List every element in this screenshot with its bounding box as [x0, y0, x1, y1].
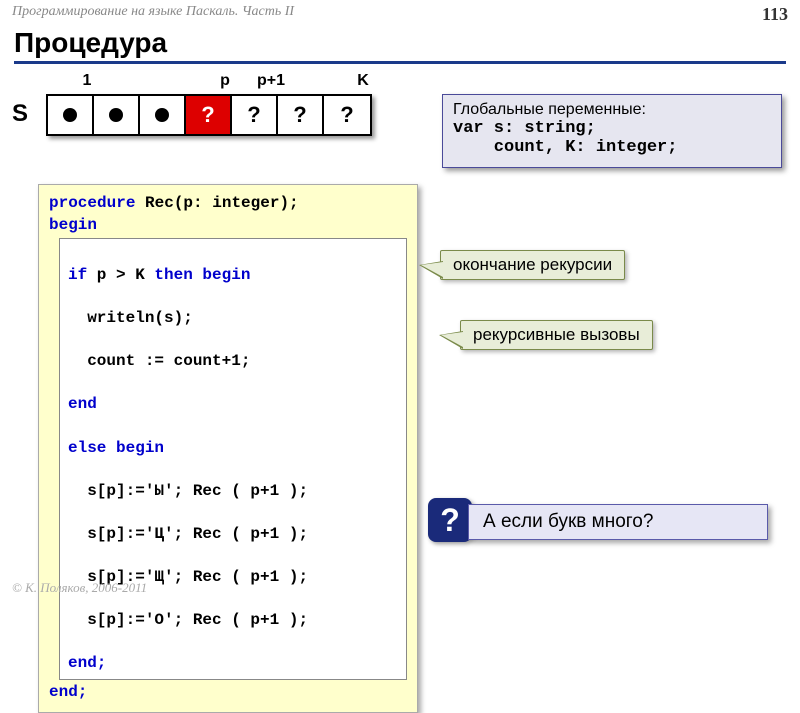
question-box: А если букв много?	[468, 504, 768, 540]
label-p: p	[202, 72, 248, 90]
cell-filled	[48, 96, 94, 134]
globals-line-1: var s: string;	[453, 119, 771, 138]
code-line: s[p]:='Ы'; Rec ( p+1 );	[68, 481, 398, 503]
code-inner: if p > K then begin writeln(s); count :=…	[59, 238, 407, 680]
label-k: K	[340, 72, 386, 90]
code-line: else begin	[68, 438, 398, 460]
array-name-s: S	[12, 100, 28, 128]
dot-icon	[63, 108, 77, 122]
cell-unknown: ?	[324, 96, 370, 134]
dot-icon	[109, 108, 123, 122]
cell-filled	[140, 96, 186, 134]
question-icon: ?	[428, 498, 472, 542]
code-line: if p > K then begin	[68, 265, 398, 287]
cell-unknown: ?	[278, 96, 324, 134]
callout-recursion-end: окончание рекурсии	[440, 250, 625, 280]
page-number: 113	[762, 4, 788, 25]
code-line: writeln(s);	[68, 308, 398, 330]
globals-heading: Глобальные переменные:	[453, 101, 771, 119]
page-title: Процедура	[14, 27, 786, 64]
slide-header: Программирование на языке Паскаль. Часть…	[0, 0, 800, 27]
copyright-footer: © К. Поляков, 2006-2011	[12, 580, 147, 596]
code-line: end;	[68, 653, 398, 675]
globals-box: Глобальные переменные: var s: string; co…	[442, 94, 782, 168]
cell-unknown: ?	[232, 96, 278, 134]
code-line: procedure Rec(p: integer);	[49, 193, 407, 215]
cell-current: ?	[186, 96, 232, 134]
callout-recursive-calls: рекурсивные вызовы	[460, 320, 653, 350]
label-1: 1	[64, 72, 110, 90]
code-line: begin	[49, 215, 407, 237]
code-block: procedure Rec(p: integer); begin if p > …	[38, 184, 418, 713]
globals-line-2: count, K: integer;	[453, 138, 771, 157]
code-line: count := count+1;	[68, 351, 398, 373]
cell-filled	[94, 96, 140, 134]
array-index-labels: 1 p p+1 K	[64, 72, 386, 90]
code-line: end	[68, 394, 398, 416]
code-line: s[p]:='О'; Rec ( p+1 );	[68, 610, 398, 632]
dot-icon	[155, 108, 169, 122]
header-title: Программирование на языке Паскаль. Часть…	[12, 4, 294, 25]
array-cells: ? ? ? ?	[46, 94, 372, 136]
label-p1: p+1	[248, 72, 294, 90]
code-line: end;	[49, 682, 407, 704]
code-line: s[p]:='Ц'; Rec ( p+1 );	[68, 524, 398, 546]
